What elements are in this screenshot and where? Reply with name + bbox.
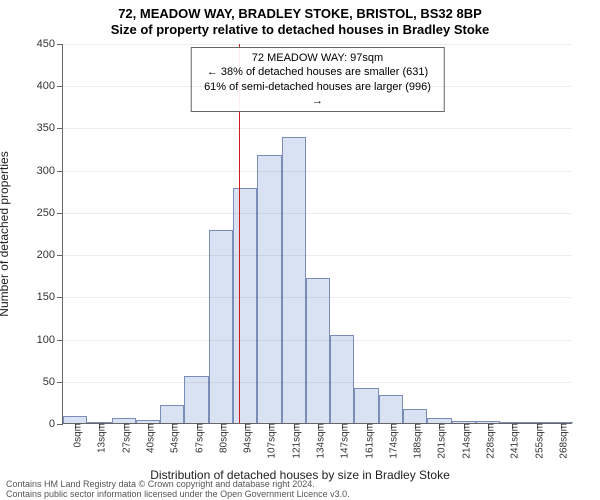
x-tick-label: 0sqm — [67, 423, 84, 447]
bar — [403, 409, 427, 423]
annotation-line: 61% of semi-detached houses are larger (… — [197, 80, 438, 109]
y-tick-label: 400 — [37, 80, 63, 92]
x-tick-label: 121sqm — [285, 423, 302, 459]
x-tick-label: 27sqm — [115, 423, 132, 453]
x-tick-label: 134sqm — [310, 423, 327, 459]
y-tick-label: 300 — [37, 165, 63, 177]
grid-line — [63, 382, 572, 383]
footer-line-2: Contains public sector information licen… — [6, 489, 594, 499]
plot-area: 72 MEADOW WAY: 97sqm← 38% of detached ho… — [62, 44, 572, 424]
y-tick-label: 450 — [37, 38, 63, 50]
annotation-box: 72 MEADOW WAY: 97sqm← 38% of detached ho… — [190, 47, 445, 112]
grid-line — [63, 44, 572, 45]
bar — [330, 335, 354, 423]
annotation-line: 72 MEADOW WAY: 97sqm — [197, 51, 438, 65]
x-tick-label: 228sqm — [480, 423, 497, 459]
y-tick-label: 200 — [37, 249, 63, 261]
y-tick-label: 250 — [37, 207, 63, 219]
x-tick-label: 94sqm — [237, 423, 254, 453]
x-tick-label: 241sqm — [504, 423, 521, 459]
x-tick-label: 40sqm — [140, 423, 157, 453]
chart-title-subtitle: Size of property relative to detached ho… — [0, 22, 600, 38]
grid-line — [63, 213, 572, 214]
grid-line — [63, 340, 572, 341]
x-tick-label: 268sqm — [552, 423, 569, 459]
bar — [160, 405, 184, 423]
footer-attribution: Contains HM Land Registry data © Crown c… — [0, 478, 600, 500]
y-axis-label: Number of detached properties — [0, 151, 11, 316]
x-tick-label: 255sqm — [528, 423, 545, 459]
bar — [233, 188, 257, 423]
grid-line — [63, 255, 572, 256]
y-tick-label: 100 — [37, 334, 63, 346]
x-tick-label: 174sqm — [382, 423, 399, 459]
x-tick-label: 67sqm — [188, 423, 205, 453]
x-tick-label: 161sqm — [358, 423, 375, 459]
x-tick-label: 54sqm — [164, 423, 181, 453]
x-tick-label: 214sqm — [455, 423, 472, 459]
bar — [282, 137, 306, 423]
y-tick-label: 150 — [37, 291, 63, 303]
chart-title-address: 72, MEADOW WAY, BRADLEY STOKE, BRISTOL, … — [0, 6, 600, 22]
bar — [354, 388, 378, 423]
x-tick-label: 201sqm — [431, 423, 448, 459]
chart-titles: 72, MEADOW WAY, BRADLEY STOKE, BRISTOL, … — [0, 6, 600, 39]
grid-line — [63, 171, 572, 172]
plot-frame: 72 MEADOW WAY: 97sqm← 38% of detached ho… — [62, 44, 572, 424]
bar — [257, 155, 281, 423]
x-tick-label: 147sqm — [334, 423, 351, 459]
chart-container: 72, MEADOW WAY, BRADLEY STOKE, BRISTOL, … — [0, 0, 600, 500]
bar — [306, 278, 330, 423]
y-tick-label: 350 — [37, 122, 63, 134]
footer-line-1: Contains HM Land Registry data © Crown c… — [6, 479, 594, 489]
y-tick-label: 50 — [43, 376, 63, 388]
x-tick-label: 107sqm — [261, 423, 278, 459]
x-tick-label: 188sqm — [407, 423, 424, 459]
annotation-line: ← 38% of detached houses are smaller (63… — [197, 65, 438, 79]
x-tick-label: 13sqm — [91, 423, 108, 453]
grid-line — [63, 297, 572, 298]
bar — [209, 230, 233, 423]
grid-line — [63, 86, 572, 87]
bar — [63, 416, 87, 423]
y-tick-label: 0 — [49, 418, 63, 430]
x-tick-label: 80sqm — [212, 423, 229, 453]
bar — [184, 376, 208, 423]
bar — [379, 395, 403, 423]
grid-line — [63, 128, 572, 129]
